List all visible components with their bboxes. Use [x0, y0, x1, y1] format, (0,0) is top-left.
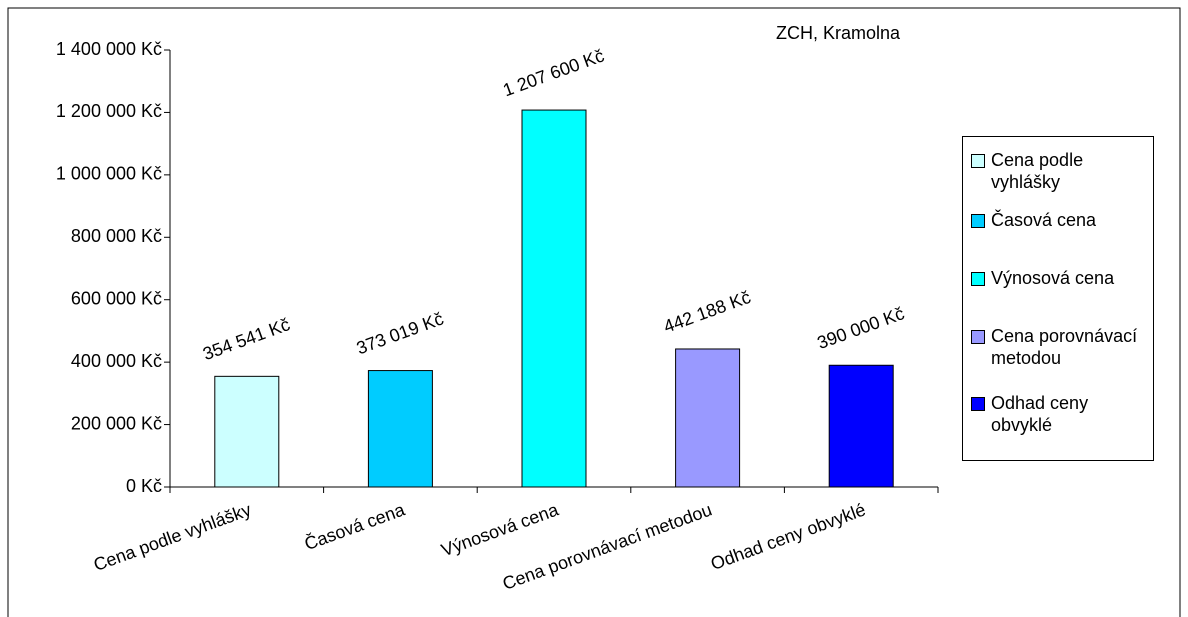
y-tick-label: 800 000 Kč	[71, 226, 162, 246]
y-tick-label: 1 200 000 Kč	[56, 101, 162, 121]
legend: Cena podle vyhlášky Časová cena Výnosová c…	[962, 136, 1154, 461]
x-tick-label: Časová cena	[301, 498, 408, 554]
x-tick-label: Odhad ceny obvyklé	[708, 499, 868, 574]
chart-title: ZCH, Kramolna	[776, 23, 901, 43]
y-tick-label: 1 400 000 Kč	[56, 39, 162, 59]
y-tick-label: 1 000 000 Kč	[56, 164, 162, 184]
value-label: 373 019 Kč	[354, 308, 446, 358]
value-label: 390 000 Kč	[815, 303, 907, 353]
legend-swatch	[971, 272, 985, 286]
legend-entry: Odhad ceny obvyklé	[971, 392, 1153, 436]
legend-swatch	[971, 214, 985, 228]
x-tick-label: Cena podle vyhlášky	[91, 499, 254, 575]
y-tick-label: 600 000 Kč	[71, 288, 162, 308]
value-label: 1 207 600 Kč	[500, 45, 607, 100]
bar	[675, 348, 741, 488]
legend-swatch	[971, 154, 985, 168]
legend-label: Cena porovnávací metodou	[991, 326, 1138, 368]
y-tick-label: 400 000 Kč	[71, 351, 162, 371]
legend-entry: Časová cena	[971, 209, 1153, 231]
legend-label: Výnosová cena	[991, 268, 1115, 288]
y-tick-label: 200 000 Kč	[71, 413, 162, 433]
legend-swatch	[971, 330, 985, 344]
chart-frame	[7, 7, 1181, 617]
legend-label: Časová cena	[991, 210, 1097, 230]
bar	[367, 370, 433, 488]
bar	[828, 364, 894, 488]
legend-label: Cena podle vyhlášky	[991, 150, 1084, 192]
value-label: 354 541 Kč	[200, 314, 292, 364]
legend-entry: Cena porovnávací metodou	[971, 325, 1153, 369]
bar	[214, 375, 280, 488]
y-tick-label: 0 Kč	[126, 476, 162, 496]
value-label: 442 188 Kč	[661, 287, 753, 337]
bar	[521, 109, 587, 488]
x-tick-label: Výnosová cena	[438, 499, 561, 560]
legend-swatch	[971, 397, 985, 411]
legend-label: Odhad ceny obvyklé	[991, 393, 1089, 435]
legend-entry: Výnosová cena	[971, 267, 1153, 289]
legend-entry: Cena podle vyhlášky	[971, 149, 1153, 193]
